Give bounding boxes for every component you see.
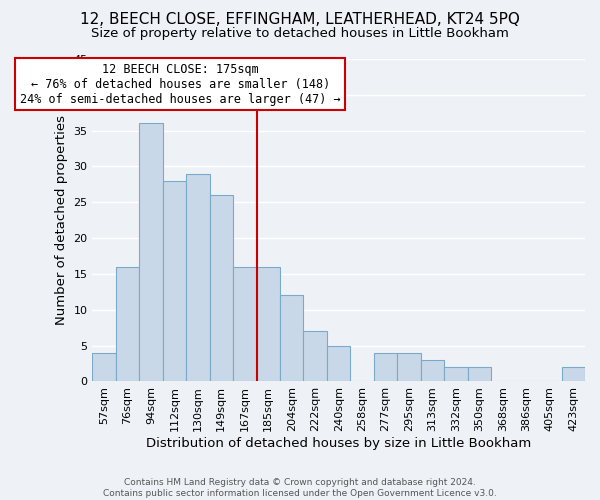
X-axis label: Distribution of detached houses by size in Little Bookham: Distribution of detached houses by size … xyxy=(146,437,531,450)
Bar xyxy=(139,124,163,382)
Bar xyxy=(562,367,585,382)
Bar xyxy=(444,367,467,382)
Bar xyxy=(304,332,327,382)
Bar xyxy=(397,353,421,382)
Bar xyxy=(280,296,304,382)
Bar xyxy=(467,367,491,382)
Bar xyxy=(421,360,444,382)
Bar xyxy=(116,267,139,382)
Text: Size of property relative to detached houses in Little Bookham: Size of property relative to detached ho… xyxy=(91,28,509,40)
Bar xyxy=(233,267,257,382)
Bar xyxy=(374,353,397,382)
Bar xyxy=(209,195,233,382)
Y-axis label: Number of detached properties: Number of detached properties xyxy=(55,115,68,325)
Bar xyxy=(327,346,350,382)
Bar xyxy=(92,353,116,382)
Bar xyxy=(163,181,186,382)
Text: Contains HM Land Registry data © Crown copyright and database right 2024.
Contai: Contains HM Land Registry data © Crown c… xyxy=(103,478,497,498)
Text: 12, BEECH CLOSE, EFFINGHAM, LEATHERHEAD, KT24 5PQ: 12, BEECH CLOSE, EFFINGHAM, LEATHERHEAD,… xyxy=(80,12,520,28)
Bar xyxy=(186,174,209,382)
Text: 12 BEECH CLOSE: 175sqm
← 76% of detached houses are smaller (148)
24% of semi-de: 12 BEECH CLOSE: 175sqm ← 76% of detached… xyxy=(20,62,341,106)
Bar xyxy=(257,267,280,382)
